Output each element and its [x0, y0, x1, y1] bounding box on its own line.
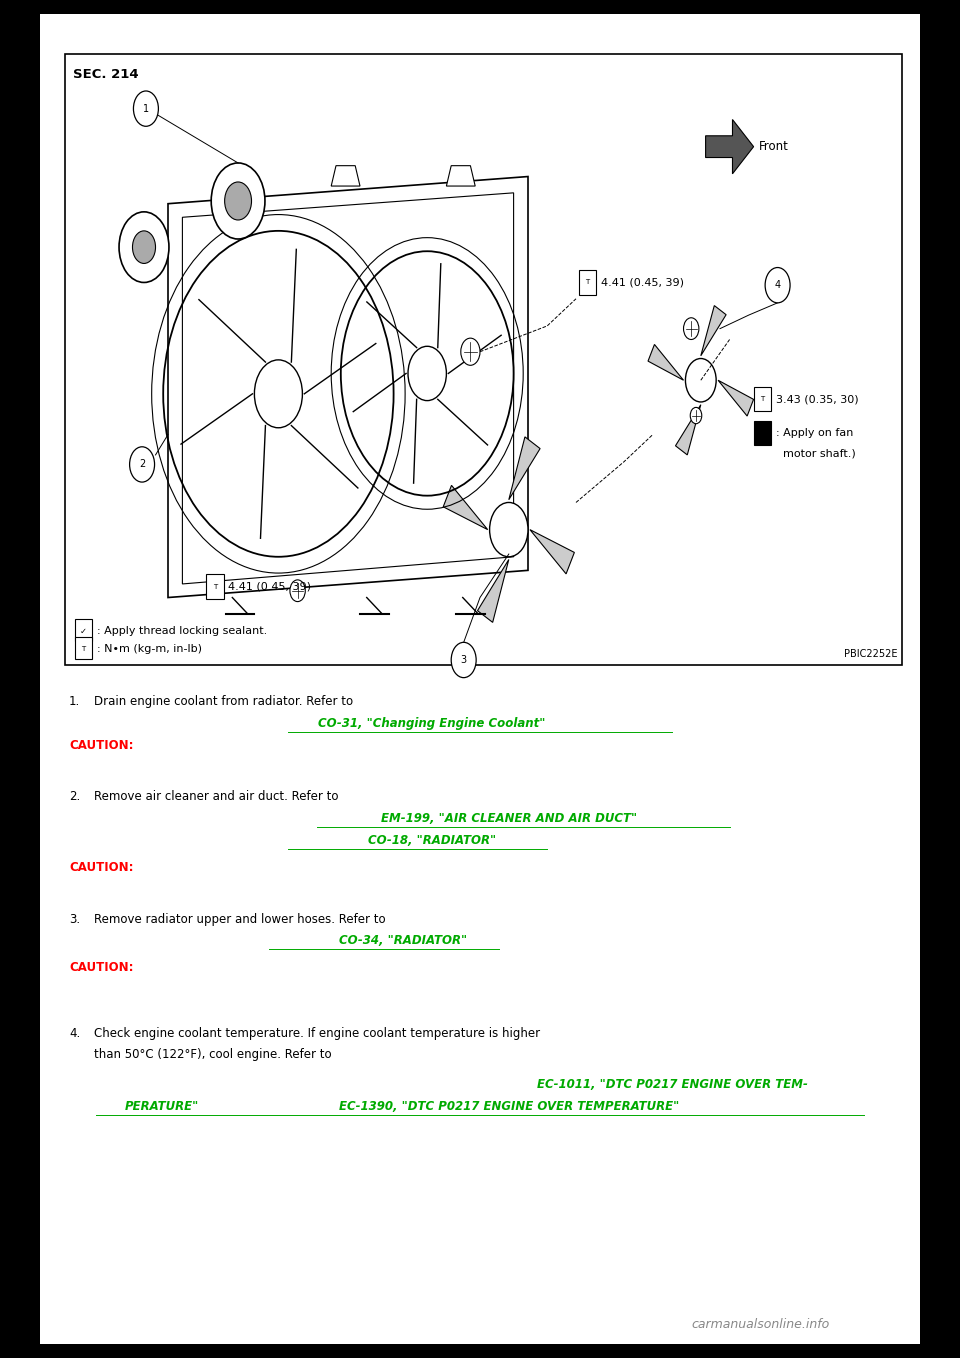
Text: : Apply on fan: : Apply on fan	[776, 428, 853, 439]
Circle shape	[290, 580, 305, 602]
Text: 2.: 2.	[69, 790, 81, 804]
Circle shape	[130, 447, 155, 482]
Text: Check engine coolant temperature. If engine coolant temperature is higher: Check engine coolant temperature. If eng…	[94, 1027, 540, 1040]
Polygon shape	[718, 380, 754, 416]
Text: EC-1390, "DTC P0217 ENGINE OVER TEMPERATURE": EC-1390, "DTC P0217 ENGINE OVER TEMPERAT…	[339, 1100, 679, 1114]
Text: motor shaft.): motor shaft.)	[776, 448, 855, 459]
Polygon shape	[648, 345, 684, 380]
Circle shape	[133, 91, 158, 126]
Text: ✓: ✓	[80, 627, 87, 636]
Circle shape	[451, 642, 476, 678]
FancyBboxPatch shape	[206, 574, 224, 599]
Text: than 50°C (122°F), cool engine. Refer to: than 50°C (122°F), cool engine. Refer to	[94, 1048, 332, 1062]
Text: Remove air cleaner and air duct. Refer to: Remove air cleaner and air duct. Refer t…	[94, 790, 339, 804]
Text: 4.41 (0.45, 39): 4.41 (0.45, 39)	[601, 277, 684, 288]
FancyBboxPatch shape	[75, 637, 92, 659]
Text: 3.: 3.	[69, 913, 81, 926]
Text: Remove radiator upper and lower hoses. Refer to: Remove radiator upper and lower hoses. R…	[94, 913, 386, 926]
Text: Drain engine coolant from radiator. Refer to: Drain engine coolant from radiator. Refe…	[94, 695, 353, 709]
Text: 3.43 (0.35, 30): 3.43 (0.35, 30)	[776, 394, 858, 405]
Text: SEC. 214: SEC. 214	[73, 68, 138, 81]
Text: EM-199, "AIR CLEANER AND AIR DUCT": EM-199, "AIR CLEANER AND AIR DUCT"	[381, 812, 636, 826]
Text: Front: Front	[759, 140, 789, 153]
Text: T: T	[760, 397, 764, 402]
Circle shape	[132, 231, 156, 263]
Text: CAUTION:: CAUTION:	[69, 739, 133, 752]
Text: PBIC2252E: PBIC2252E	[844, 649, 898, 659]
Text: 1: 1	[143, 103, 149, 114]
Text: CAUTION:: CAUTION:	[69, 961, 133, 975]
FancyBboxPatch shape	[75, 619, 92, 641]
Text: T: T	[586, 280, 589, 285]
Polygon shape	[509, 437, 540, 500]
Text: 2: 2	[139, 459, 145, 470]
Polygon shape	[182, 193, 514, 584]
Text: CAUTION:: CAUTION:	[69, 861, 133, 875]
Text: 1.: 1.	[69, 695, 81, 709]
Polygon shape	[331, 166, 360, 186]
FancyBboxPatch shape	[40, 14, 920, 1344]
Polygon shape	[446, 166, 475, 186]
Text: 4.: 4.	[69, 1027, 81, 1040]
Circle shape	[225, 182, 252, 220]
Polygon shape	[530, 530, 574, 574]
Text: T: T	[82, 646, 85, 652]
Polygon shape	[676, 405, 701, 455]
Text: CO-31, "Changing Engine Coolant": CO-31, "Changing Engine Coolant"	[319, 717, 545, 731]
Polygon shape	[444, 485, 488, 530]
Text: EC-1011, "DTC P0217 ENGINE OVER TEM-: EC-1011, "DTC P0217 ENGINE OVER TEM-	[537, 1078, 807, 1092]
Polygon shape	[706, 120, 754, 174]
Circle shape	[461, 338, 480, 365]
FancyBboxPatch shape	[754, 387, 771, 411]
FancyBboxPatch shape	[754, 421, 771, 445]
Circle shape	[685, 359, 716, 402]
Text: CO-18, "RADIATOR": CO-18, "RADIATOR"	[368, 834, 496, 847]
Circle shape	[684, 318, 699, 340]
Circle shape	[490, 502, 528, 557]
Text: carmanualsonline.info: carmanualsonline.info	[691, 1317, 829, 1331]
Text: T: T	[213, 584, 217, 589]
Text: 4.41 (0.45, 39): 4.41 (0.45, 39)	[228, 581, 311, 592]
Polygon shape	[168, 177, 528, 598]
Text: 3: 3	[461, 655, 467, 665]
Polygon shape	[701, 306, 726, 356]
Text: 4: 4	[775, 280, 780, 291]
Circle shape	[119, 212, 169, 282]
FancyBboxPatch shape	[579, 270, 596, 295]
Text: : Apply thread locking sealant.: : Apply thread locking sealant.	[97, 626, 267, 637]
Text: PERATURE": PERATURE"	[125, 1100, 199, 1114]
Text: CO-34, "RADIATOR": CO-34, "RADIATOR"	[339, 934, 468, 948]
Circle shape	[765, 268, 790, 303]
Circle shape	[690, 407, 702, 424]
Text: : N•m (kg-m, in-lb): : N•m (kg-m, in-lb)	[97, 644, 202, 655]
Circle shape	[211, 163, 265, 239]
Polygon shape	[477, 559, 509, 622]
FancyBboxPatch shape	[65, 54, 902, 665]
